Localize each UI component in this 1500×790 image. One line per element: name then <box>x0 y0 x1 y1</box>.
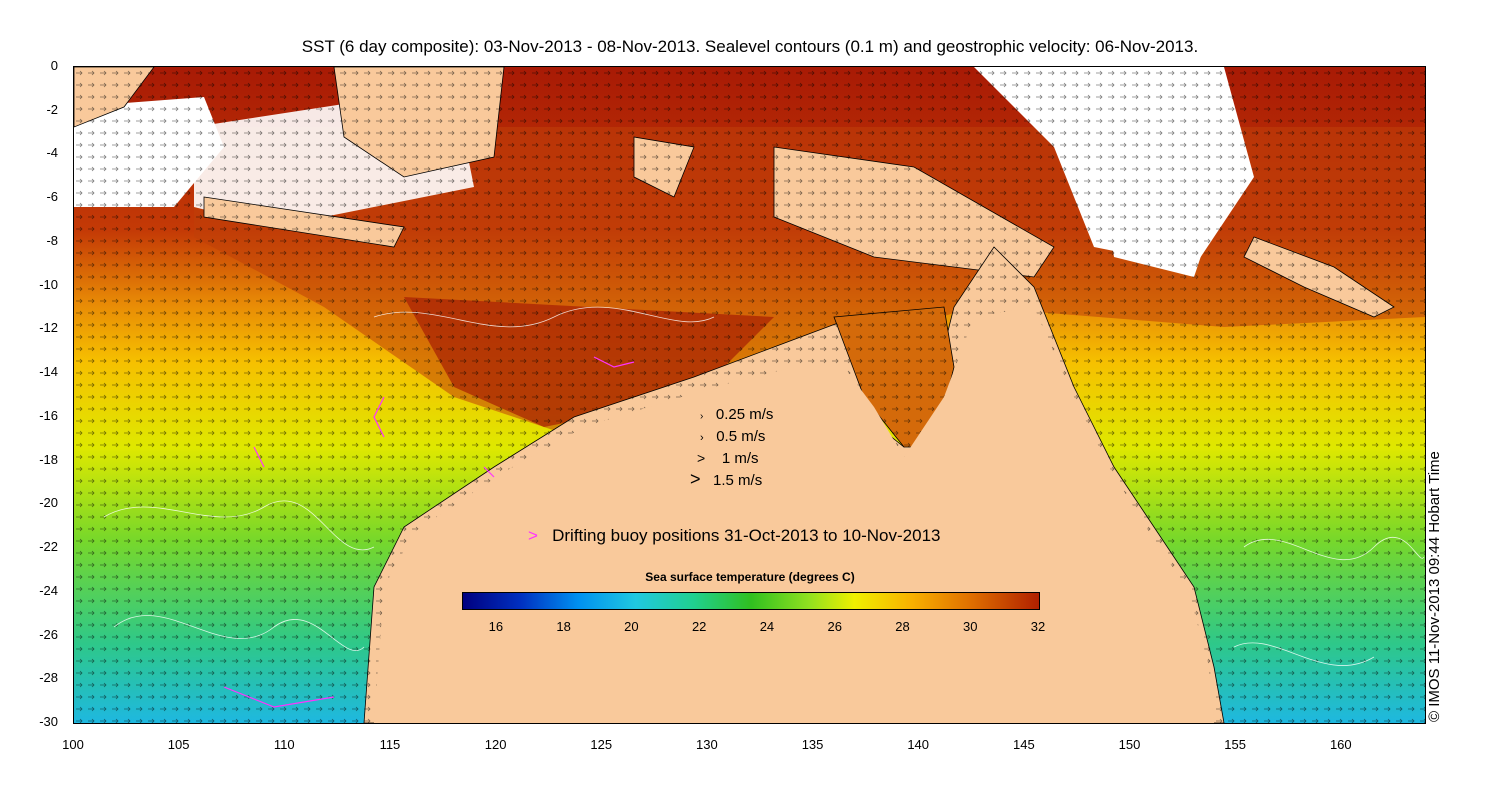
y-tick-label: -2 <box>46 101 58 117</box>
x-tick-label: 100 <box>62 737 84 752</box>
x-tick-label: 160 <box>1329 737 1352 752</box>
x-tick-label: 125 <box>590 737 613 752</box>
colorbar-tick-label: 18 <box>556 619 571 634</box>
y-tick-label: -18 <box>39 451 58 467</box>
x-tick-label: 155 <box>1224 737 1246 752</box>
x-tick-label: 110 <box>273 737 295 752</box>
y-tick-label: -24 <box>39 582 58 598</box>
y-tick-label: 0 <box>50 58 58 73</box>
velocity-legend-item: › 0.25 m/s <box>700 406 774 423</box>
colorbar-tick-label: 16 <box>488 619 504 634</box>
buoy-tracks <box>223 356 635 708</box>
velocity-legend-item: > 1 m/s <box>697 450 759 467</box>
colorbar-tick-label: 20 <box>624 619 639 634</box>
x-tick-label: 135 <box>801 737 824 752</box>
y-tick-label: -16 <box>39 407 58 423</box>
y-tick-label: -28 <box>39 670 58 686</box>
credit-text: © IMOS 11-Nov-2013 09:44 Hobart Time <box>1426 451 1443 722</box>
colorbar-tick-label: 24 <box>759 619 775 634</box>
map-title: SST (6 day composite): 03-Nov-2013 - 08-… <box>301 37 1199 56</box>
buoy-legend: > Drifting buoy positions 31-Oct-2013 to… <box>528 526 941 545</box>
x-tick-label: 120 <box>484 737 507 752</box>
velocity-legend-item: > 1.5 m/s <box>690 469 763 489</box>
y-tick-label: -4 <box>46 145 58 161</box>
x-tick-label: 130 <box>696 737 718 752</box>
buoy-marker-icon: > <box>528 526 538 545</box>
y-tick-label: -6 <box>46 189 58 205</box>
x-tick-label: 150 <box>1118 737 1141 752</box>
colorbar-tick-label: 32 <box>1030 619 1046 634</box>
colorbar-title: Sea surface temperature (degrees C) <box>645 570 855 584</box>
x-tick-label: 145 <box>1012 737 1035 752</box>
y-tick-label: -20 <box>39 495 58 511</box>
x-tick-label: 115 <box>379 737 401 752</box>
colorbar-tick-label: 26 <box>827 619 842 634</box>
y-tick-label: -26 <box>39 626 58 642</box>
y-tick-label: -12 <box>39 320 58 336</box>
x-tick-label: 140 <box>907 737 930 752</box>
x-tick-label: 105 <box>167 737 190 752</box>
y-tick-label: -22 <box>39 539 58 555</box>
y-tick-label: -14 <box>39 364 58 380</box>
colorbar-tick-label: 30 <box>963 619 978 634</box>
sst-field <box>74 67 1425 723</box>
velocity-legend-item: › 0.5 m/s <box>700 428 766 445</box>
y-tick-label: -30 <box>39 714 58 729</box>
colorbar-tick-label: 22 <box>691 619 707 634</box>
y-tick-label: -8 <box>46 232 58 248</box>
sst-map[interactable] <box>73 66 1426 724</box>
colorbar-tick-label: 28 <box>895 619 910 634</box>
y-tick-label: -10 <box>39 276 58 292</box>
colorbar <box>462 592 1040 610</box>
